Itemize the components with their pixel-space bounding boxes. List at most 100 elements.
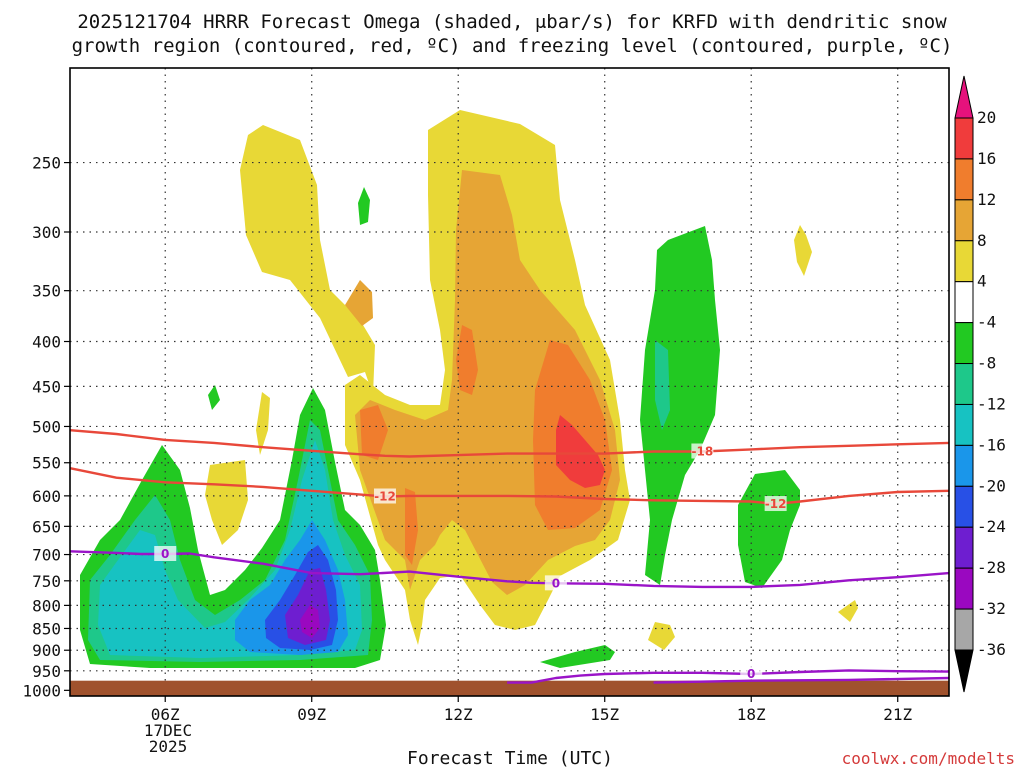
colorbar-level-label: -16 [977, 435, 1006, 454]
contour-label-bg [544, 575, 567, 591]
y-tick-label: 350 [32, 282, 61, 301]
y-tick-label: 400 [32, 333, 61, 352]
dendritic-contour-neg18 [69, 429, 950, 458]
omega-region-pos12-a [456, 325, 478, 395]
colorbar-level-label: -36 [977, 640, 1006, 659]
colorbar-level-label: -20 [977, 476, 1006, 495]
x-axis: 06Z 09Z 12Z 15Z 18Z 21Z [151, 696, 913, 724]
contour-label: -12 [765, 497, 787, 511]
colorbar-level-label: -28 [977, 558, 1006, 577]
omega-region-neg8-right [655, 340, 670, 430]
omega-region-pos4-small2 [205, 460, 248, 545]
colorbar-swatch [954, 526, 974, 569]
colorbar-level-label: -24 [977, 517, 1006, 536]
omega-region-pos16 [556, 415, 605, 488]
omega-region-pos12-c [405, 488, 418, 565]
colorbar-level-label: 16 [977, 149, 996, 168]
x-axis-label: Forecast Time (UTC) [407, 748, 613, 768]
colorbar-swatch [954, 199, 974, 242]
colorbar-swatch [954, 240, 974, 283]
colorbar-swatch [954, 444, 974, 487]
colorbar-top-arrow [954, 75, 974, 119]
contour-label: 0 [552, 576, 560, 590]
y-tick-label: 800 [32, 596, 61, 615]
dendritic-contour-neg12 [69, 467, 950, 506]
omega-region-neg4-small4 [540, 645, 615, 668]
omega-region-pos4-small1 [256, 392, 270, 455]
grid-lines [70, 68, 949, 696]
chart-title-line1: 2025121704 HRRR Forecast Omega (shaded, … [77, 11, 947, 33]
colorbar-level-label: 4 [977, 272, 987, 291]
contour-label-bg [373, 488, 396, 504]
y-tick-label: 900 [32, 641, 61, 660]
freezing-level-contour-lower [507, 669, 950, 684]
y-tick-label: 850 [32, 619, 61, 638]
plot-frame [69, 67, 950, 697]
y-tick-label: 700 [32, 546, 61, 565]
contour-lines: -18 -12 -12 0 0 0 [69, 429, 950, 684]
y-tick-label: 950 [32, 662, 61, 681]
freezing-level-contour-surface [653, 676, 950, 684]
omega-region-neg28 [300, 605, 320, 638]
contour-label-bg [691, 443, 714, 459]
colorbar-level-label: -32 [977, 599, 1006, 618]
colorbar-level-label: -12 [977, 394, 1006, 413]
contour-label: -12 [374, 490, 396, 504]
omega-region-pos12-d [360, 405, 388, 460]
y-tick-label: 600 [32, 487, 61, 506]
contour-label-bg [154, 546, 177, 562]
y-tick-label: 1000 [22, 681, 61, 700]
chart-title-line2: growth region (contoured, red, ºC) and f… [72, 35, 953, 57]
date-label-line1: 17DEC [144, 721, 192, 740]
omega-region-pos8-upper [345, 280, 373, 326]
x-tick-label: 15Z [590, 705, 619, 724]
contour-label: 0 [161, 547, 169, 561]
omega-region-pos4-small4 [838, 600, 858, 622]
colorbar-swatch [954, 608, 974, 651]
colorbar-swatch [954, 117, 974, 160]
contour-label: 0 [747, 667, 755, 681]
colorbar-level-label: -8 [977, 354, 996, 373]
y-axis: 250 300 350 400 450 500 550 600 650 700 750 800 850 9… [22, 154, 70, 700]
colorbar-swatch [954, 322, 974, 365]
y-tick-label: 300 [32, 223, 61, 242]
x-tick-label: 06Z [151, 705, 180, 724]
colorbar-level-label: -4 [977, 313, 996, 332]
y-tick-label: 250 [32, 154, 61, 173]
x-tick-label: 21Z [883, 705, 912, 724]
colorbar-level-label: 20 [977, 108, 996, 127]
y-tick-label: 750 [32, 572, 61, 591]
colorbar-swatch [954, 485, 974, 528]
omega-region-neg4-small2 [208, 385, 220, 410]
contour-label-bg [740, 665, 763, 681]
colorbar-swatch [954, 363, 974, 405]
plot-area: -18 -12 -12 0 0 0 [69, 67, 950, 697]
credit-text: coolwx.com/modelts [842, 749, 1015, 768]
freezing-level-contour [69, 550, 950, 589]
omega-region-neg4-right [640, 226, 720, 585]
x-tick-label: 09Z [297, 705, 326, 724]
omega-shading [80, 110, 858, 668]
x-tick-label: 18Z [737, 705, 766, 724]
colorbar-swatch [954, 158, 974, 201]
colorbar-swatch [954, 567, 974, 610]
omega-region-pos4 [240, 125, 375, 395]
colorbar-legend: 20 16 12 8 4 -4 -8 -12 -16 -20 -24 -28 -32 -36 [954, 75, 1006, 693]
colorbar-bottom-arrow [954, 649, 974, 693]
date-label-line2: 2025 [149, 737, 188, 756]
y-tick-label: 650 [32, 517, 61, 536]
contour-label: -18 [692, 445, 714, 459]
y-tick-label: 550 [32, 454, 61, 473]
colorbar-level-label: 8 [977, 231, 987, 250]
y-tick-label: 450 [32, 377, 61, 396]
colorbar-swatch [954, 281, 974, 324]
y-tick-label: 500 [32, 417, 61, 436]
colorbar-level-label: 12 [977, 190, 996, 209]
omega-region-pos4-small3 [794, 225, 812, 276]
x-tick-label: 12Z [444, 705, 473, 724]
contour-label-bg [764, 496, 787, 512]
ground-terrain [70, 680, 949, 696]
colorbar-swatch [954, 403, 974, 446]
omega-region-neg4-small1 [358, 187, 370, 225]
